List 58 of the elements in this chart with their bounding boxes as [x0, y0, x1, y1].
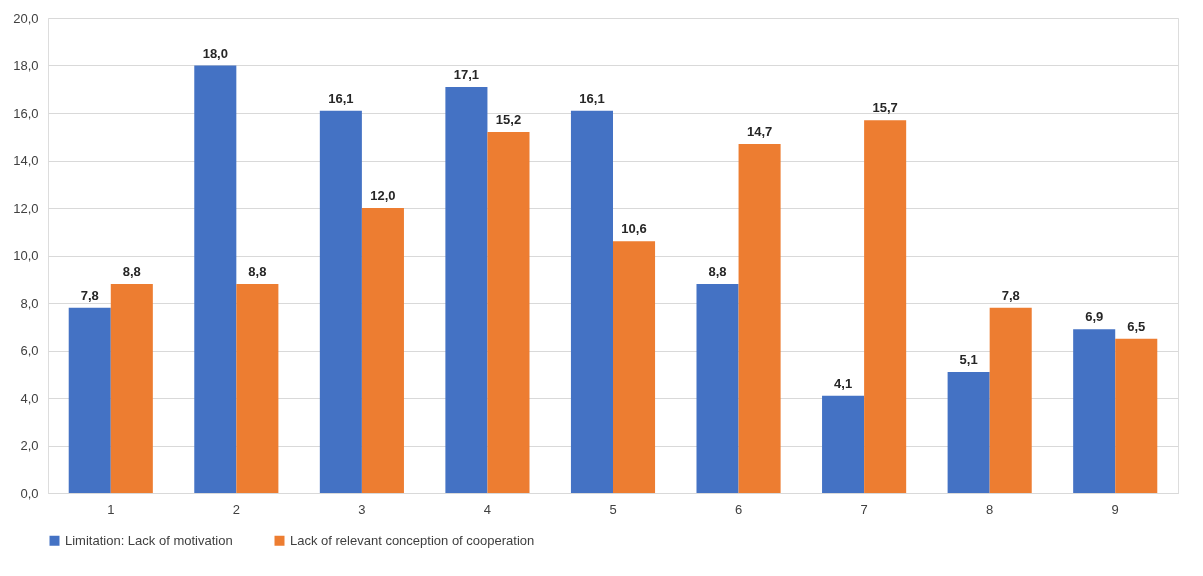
legend-label: Lack of relevant conception of cooperation	[290, 532, 535, 548]
bar	[236, 284, 279, 493]
y-tick-label: 2,0	[20, 438, 39, 453]
x-tick-label: 4	[483, 501, 492, 517]
bar	[487, 132, 530, 493]
x-tick-label: 7	[860, 501, 868, 517]
data-label: 15,2	[495, 112, 522, 127]
bar	[738, 143, 781, 493]
data-label: 8,8	[122, 264, 141, 279]
bar	[194, 65, 237, 493]
bar	[110, 284, 153, 493]
data-label: 17,1	[453, 66, 480, 82]
y-tick-label: 12,0	[13, 200, 39, 216]
bar	[319, 110, 362, 493]
bar	[445, 86, 488, 493]
data-label: 6,9	[1085, 309, 1104, 325]
y-tick-label: 16,0	[13, 105, 39, 121]
y-tick-label: 14,0	[13, 153, 39, 168]
x-tick-label: 8	[986, 501, 994, 517]
data-label: 4,1	[834, 375, 853, 391]
x-tick-label: 3	[358, 501, 366, 517]
data-label: 15,7	[872, 100, 898, 116]
data-label: 5,1	[959, 351, 978, 367]
y-tick-label: 0,0	[20, 485, 39, 501]
y-tick-label: 4,0	[20, 390, 39, 406]
data-label: 16,1	[579, 90, 605, 106]
bar	[989, 307, 1032, 493]
bar	[822, 395, 865, 493]
x-tick-label: 1	[107, 501, 115, 517]
x-tick-label: 2	[232, 501, 240, 517]
x-tick-label: 9	[1111, 501, 1119, 517]
data-label: 6,5	[1127, 318, 1146, 334]
data-label: 8,8	[248, 264, 267, 279]
y-tick-label: 18,0	[13, 58, 39, 73]
data-label: 7,8	[80, 287, 99, 303]
bar	[864, 120, 907, 493]
bar	[570, 110, 613, 493]
data-label: 10,6	[621, 221, 647, 237]
x-tick-label: 5	[609, 501, 617, 517]
data-label: 14,7	[746, 123, 773, 139]
bar	[1073, 329, 1116, 493]
y-tick-label: 20,0	[13, 10, 39, 26]
bar	[68, 307, 111, 493]
bar	[696, 284, 739, 493]
data-label: 12,0	[370, 188, 396, 203]
bar	[613, 241, 656, 493]
x-tick-label: 6	[734, 501, 743, 517]
y-tick-label: 8,0	[20, 295, 39, 311]
data-label: 16,1	[328, 90, 354, 106]
y-tick-label: 10,0	[13, 248, 39, 263]
legend-label: Limitation: Lack of motivation	[65, 532, 233, 548]
y-tick-label: 6,0	[20, 343, 39, 358]
data-label: 7,8	[1001, 287, 1020, 303]
bar	[361, 208, 404, 493]
bar	[1115, 338, 1158, 493]
bar	[947, 371, 990, 493]
data-label: 18,0	[202, 45, 228, 61]
data-label: 8,8	[708, 264, 727, 279]
